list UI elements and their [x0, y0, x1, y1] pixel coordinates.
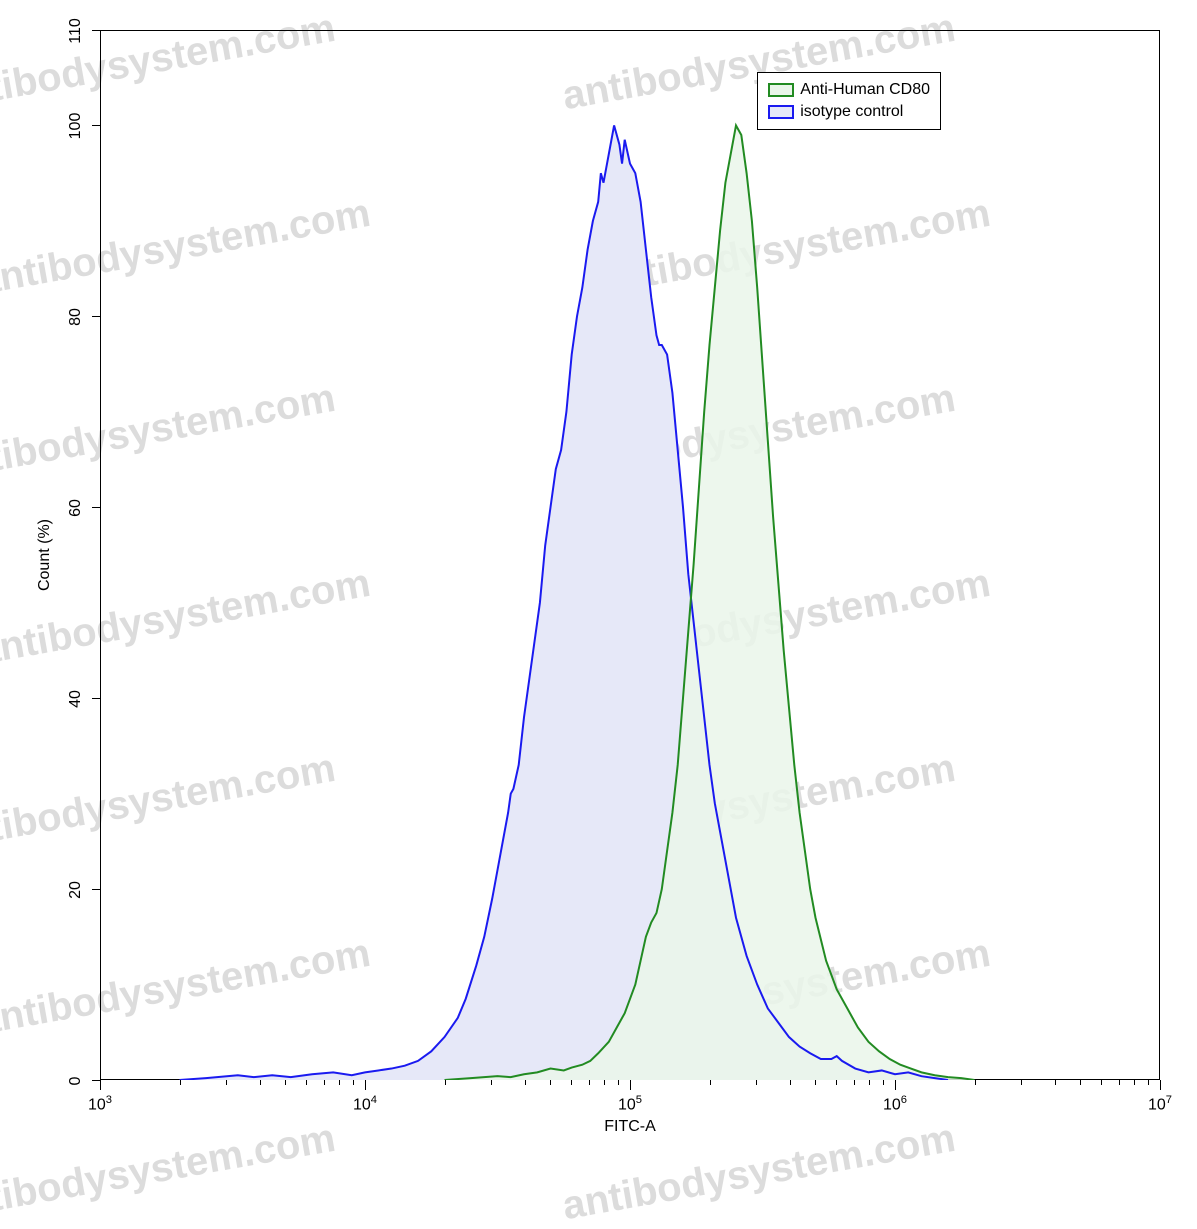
x-tick-label: 107: [1148, 1094, 1172, 1114]
flow-cytometry-histogram: antibodysystem.comantibodysystem.comanti…: [0, 0, 1197, 1193]
legend: Anti-Human CD80isotype control: [757, 72, 941, 130]
x-tick-minor: [285, 1080, 286, 1085]
x-tick-minor: [491, 1080, 492, 1085]
x-tick-minor: [339, 1080, 340, 1085]
x-tick-minor: [710, 1080, 711, 1085]
x-tick-minor: [1119, 1080, 1120, 1085]
x-tick-minor: [226, 1080, 227, 1085]
histogram-curves: [100, 30, 1160, 1080]
legend-item: isotype control: [768, 101, 930, 123]
legend-label: Anti-Human CD80: [800, 79, 930, 101]
x-tick-major: [1160, 1080, 1161, 1090]
x-tick-minor: [324, 1080, 325, 1085]
y-tick: [92, 698, 100, 699]
y-axis-label: Count (%): [36, 519, 54, 591]
legend-label: isotype control: [800, 101, 903, 123]
y-tick-label: 60: [67, 499, 85, 517]
y-tick-label: 80: [67, 308, 85, 326]
x-tick-minor: [883, 1080, 884, 1085]
y-tick-label: 100: [67, 113, 85, 140]
legend-swatch: [768, 83, 794, 97]
x-tick-minor: [1148, 1080, 1149, 1085]
y-tick: [92, 125, 100, 126]
x-tick-minor: [525, 1080, 526, 1085]
x-tick-minor: [975, 1080, 976, 1085]
series-fill-isotype-control: [180, 125, 949, 1080]
y-tick-label: 20: [67, 881, 85, 899]
x-tick-minor: [618, 1080, 619, 1085]
x-tick-major: [100, 1080, 101, 1090]
x-tick-minor: [306, 1080, 307, 1085]
x-tick-minor: [1101, 1080, 1102, 1085]
x-tick-minor: [353, 1080, 354, 1085]
x-tick-minor: [854, 1080, 855, 1085]
y-tick: [92, 507, 100, 508]
x-tick-major: [365, 1080, 366, 1090]
x-tick-minor: [815, 1080, 816, 1085]
y-tick-label: 40: [67, 690, 85, 708]
x-tick-minor: [836, 1080, 837, 1085]
y-tick: [92, 1080, 100, 1081]
x-tick-minor: [604, 1080, 605, 1085]
x-tick-minor: [589, 1080, 590, 1085]
x-tick-minor: [1021, 1080, 1022, 1085]
watermark: antibodysystem.com: [0, 1116, 339, 1229]
x-tick-minor: [1055, 1080, 1056, 1085]
y-tick: [92, 30, 100, 31]
x-tick-minor: [550, 1080, 551, 1085]
x-tick-minor: [445, 1080, 446, 1085]
x-tick-label: 106: [883, 1094, 907, 1114]
x-tick-label: 103: [88, 1094, 112, 1114]
legend-item: Anti-Human CD80: [768, 79, 930, 101]
x-tick-label: 105: [618, 1094, 642, 1114]
x-tick-minor: [180, 1080, 181, 1085]
x-tick-minor: [571, 1080, 572, 1085]
y-tick-label: 0: [67, 1077, 85, 1086]
x-tick-major: [895, 1080, 896, 1090]
x-axis-label: FITC-A: [604, 1118, 656, 1136]
x-tick-minor: [1080, 1080, 1081, 1085]
x-tick-major: [630, 1080, 631, 1090]
x-tick-minor: [756, 1080, 757, 1085]
x-tick-minor: [869, 1080, 870, 1085]
y-tick: [92, 316, 100, 317]
x-tick-label: 104: [353, 1094, 377, 1114]
x-tick-minor: [1134, 1080, 1135, 1085]
x-tick-minor: [790, 1080, 791, 1085]
legend-swatch: [768, 105, 794, 119]
y-tick: [92, 889, 100, 890]
y-tick-label: 110: [67, 18, 85, 44]
x-tick-minor: [260, 1080, 261, 1085]
